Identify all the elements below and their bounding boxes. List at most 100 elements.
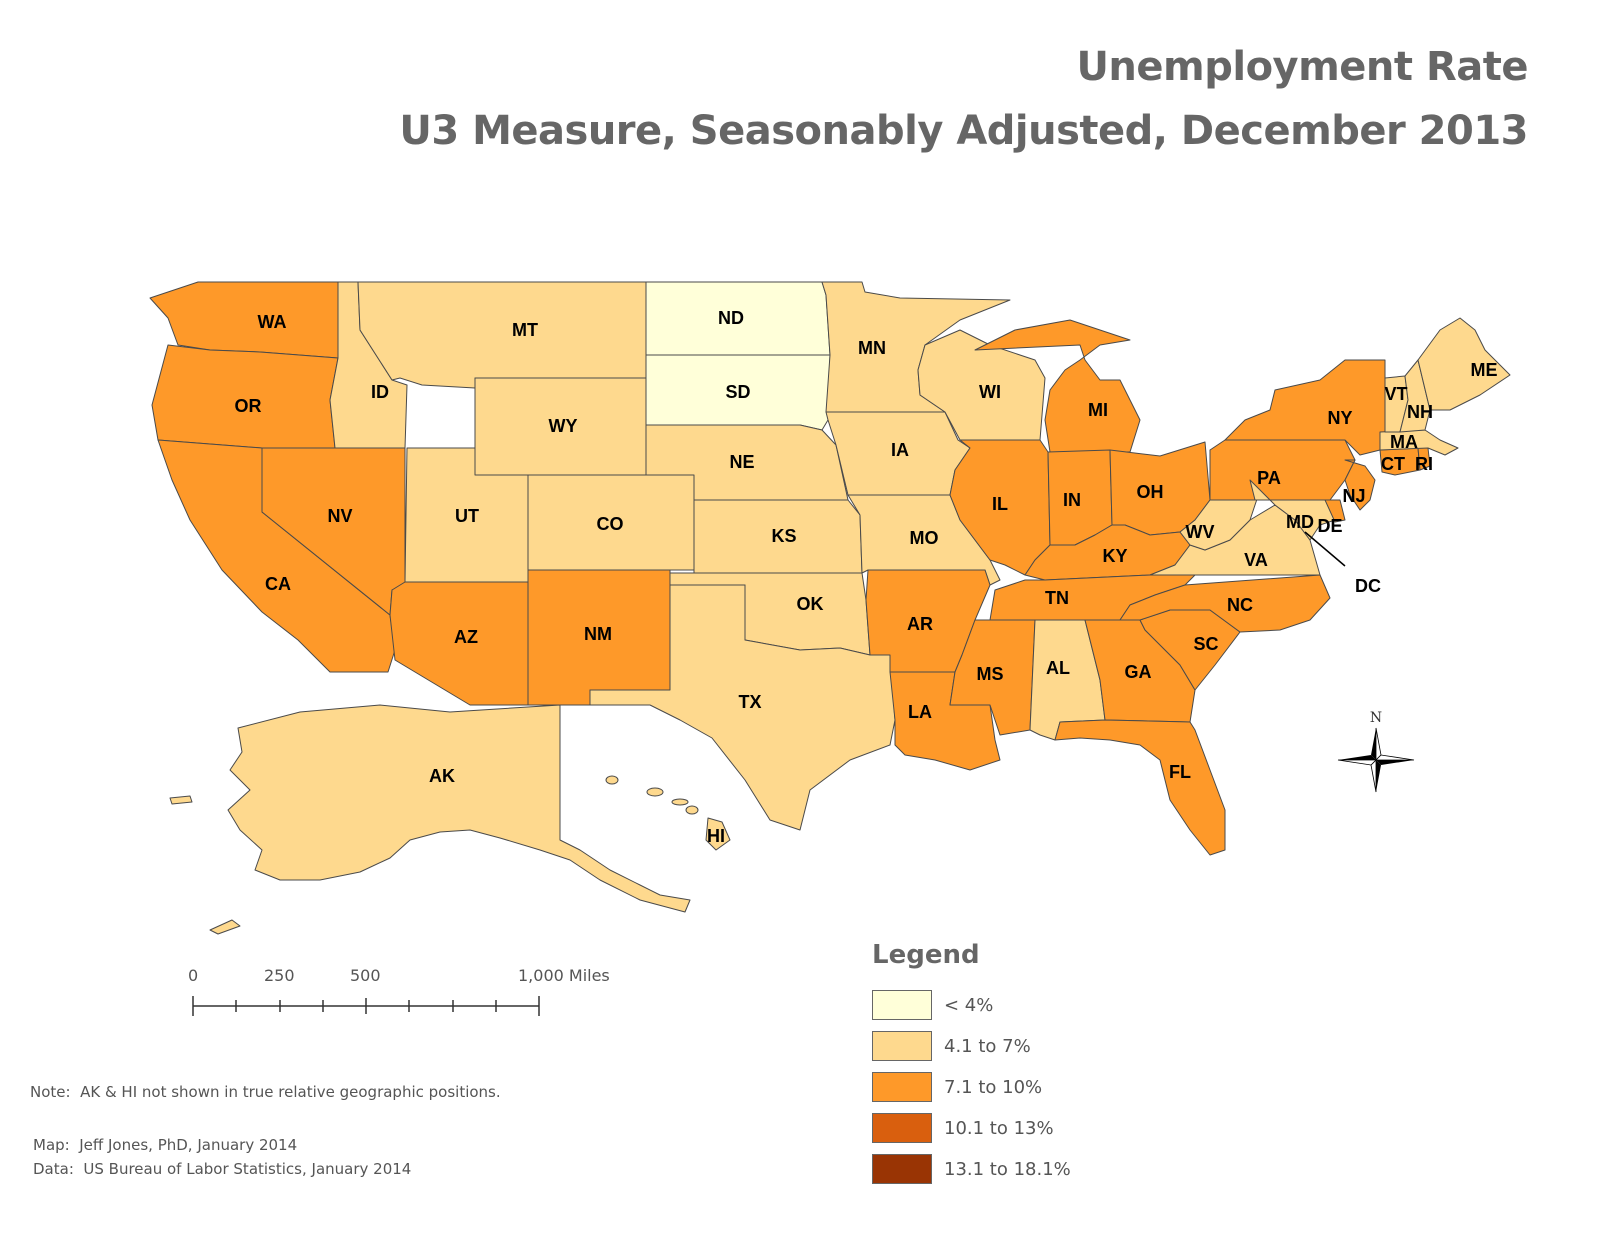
label-AL: AL bbox=[1046, 658, 1070, 678]
legend-label: 10.1 to 13% bbox=[944, 1117, 1054, 1139]
label-OR: OR bbox=[235, 396, 262, 416]
state-VA[interactable] bbox=[1149, 504, 1321, 576]
state-DE[interactable] bbox=[1324, 499, 1346, 523]
label-VA: VA bbox=[1244, 550, 1268, 570]
label-WV: WV bbox=[1186, 522, 1215, 542]
label-MO: MO bbox=[910, 528, 939, 548]
label-MI: MI bbox=[1088, 400, 1108, 420]
dc-leader-line bbox=[1304, 531, 1346, 567]
label-NC: NC bbox=[1227, 595, 1253, 615]
label-TX: TX bbox=[738, 692, 761, 712]
label-CA: CA bbox=[265, 574, 291, 594]
compass-rose: N bbox=[1337, 710, 1415, 793]
label-IL: IL bbox=[992, 494, 1008, 514]
state-HI-island bbox=[685, 805, 699, 815]
label-UT: UT bbox=[455, 506, 479, 526]
compass-north-label: N bbox=[1370, 710, 1382, 726]
state-NJ[interactable] bbox=[1344, 459, 1376, 511]
legend-swatch bbox=[872, 990, 932, 1020]
label-NH: NH bbox=[1407, 402, 1433, 422]
label-IN: IN bbox=[1063, 490, 1081, 510]
state-NY[interactable] bbox=[1224, 359, 1396, 456]
state-MI[interactable] bbox=[974, 319, 1141, 453]
legend-item: 13.1 to 18.1% bbox=[872, 1154, 1071, 1184]
label-RI: RI bbox=[1415, 454, 1433, 474]
label-AK: AK bbox=[429, 766, 455, 786]
label-DC: DC bbox=[1355, 576, 1381, 596]
label-WY: WY bbox=[549, 416, 578, 436]
state-PA[interactable] bbox=[1209, 439, 1356, 501]
legend-label: 4.1 to 7% bbox=[944, 1035, 1031, 1057]
state-AK-island bbox=[169, 795, 193, 805]
legend-label: < 4% bbox=[944, 994, 994, 1016]
state-TX[interactable] bbox=[589, 584, 896, 831]
state-NC[interactable] bbox=[1119, 574, 1331, 633]
state-HI-island bbox=[605, 775, 619, 785]
label-ND: ND bbox=[718, 308, 744, 328]
label-CO: CO bbox=[597, 514, 624, 534]
label-NE: NE bbox=[729, 452, 754, 472]
state-FL[interactable] bbox=[1054, 719, 1226, 856]
legend-swatch bbox=[872, 1072, 932, 1102]
scale-label-0: 0 bbox=[188, 966, 199, 985]
state-ME[interactable] bbox=[1417, 317, 1511, 411]
state-HI-island bbox=[671, 798, 689, 806]
state-AK[interactable] bbox=[227, 704, 691, 913]
state-AK-island bbox=[209, 919, 241, 935]
legend-label: 13.1 to 18.1% bbox=[944, 1158, 1071, 1180]
state-HI-island bbox=[646, 787, 664, 797]
label-LA: LA bbox=[908, 702, 932, 722]
legend-item: 10.1 to 13% bbox=[872, 1113, 1054, 1143]
label-AR: AR bbox=[907, 614, 933, 634]
label-MD: MD bbox=[1286, 512, 1314, 532]
label-KY: KY bbox=[1102, 546, 1127, 566]
label-WA: WA bbox=[258, 312, 287, 332]
label-NJ: NJ bbox=[1342, 486, 1365, 506]
state-HI[interactable] bbox=[705, 817, 731, 851]
label-OK: OK bbox=[797, 594, 824, 614]
label-VT: VT bbox=[1384, 384, 1407, 404]
state-MD[interactable] bbox=[1249, 479, 1336, 541]
state-labels: WA OR CA NV ID MT WY UT CO AZ NM ND SD N… bbox=[235, 308, 1498, 846]
legend-item: 7.1 to 10% bbox=[872, 1072, 1042, 1102]
legend-item: 4.1 to 7% bbox=[872, 1031, 1031, 1061]
label-NV: NV bbox=[327, 506, 352, 526]
label-NY: NY bbox=[1327, 408, 1352, 428]
label-NM: NM bbox=[584, 624, 612, 644]
label-OH: OH bbox=[1137, 482, 1164, 502]
label-WI: WI bbox=[979, 382, 1001, 402]
label-MA: MA bbox=[1390, 432, 1418, 452]
map-subtitle: U3 Measure, Seasonably Adjusted, Decembe… bbox=[399, 108, 1528, 154]
state-WI[interactable] bbox=[917, 329, 1046, 441]
label-SC: SC bbox=[1193, 634, 1218, 654]
label-MN: MN bbox=[858, 338, 886, 358]
map-note: Note: AK & HI not shown in true relative… bbox=[30, 1083, 501, 1101]
label-GA: GA bbox=[1125, 662, 1152, 682]
state-MA[interactable] bbox=[1379, 429, 1459, 456]
legend-title: Legend bbox=[872, 940, 980, 970]
label-MS: MS bbox=[977, 664, 1004, 684]
map-title: Unemployment Rate bbox=[1076, 44, 1528, 90]
data-credit: Data: US Bureau of Labor Statistics, Jan… bbox=[33, 1160, 412, 1178]
legend-item: < 4% bbox=[872, 990, 993, 1020]
legend-label: 7.1 to 10% bbox=[944, 1076, 1043, 1098]
scale-bar bbox=[192, 996, 540, 1016]
label-PA: PA bbox=[1257, 468, 1281, 488]
scale-label-500: 500 bbox=[350, 966, 381, 985]
legend-swatch bbox=[872, 1031, 932, 1061]
state-MT[interactable] bbox=[357, 281, 647, 389]
label-HI: HI bbox=[707, 826, 725, 846]
label-FL: FL bbox=[1169, 762, 1191, 782]
label-MT: MT bbox=[512, 320, 538, 340]
label-ID: ID bbox=[371, 382, 389, 402]
legend-swatch bbox=[872, 1154, 932, 1184]
label-TN: TN bbox=[1045, 588, 1069, 608]
label-CT: CT bbox=[1381, 454, 1405, 474]
label-AZ: AZ bbox=[454, 627, 478, 647]
label-IA: IA bbox=[891, 440, 909, 460]
label-DE: DE bbox=[1317, 516, 1342, 536]
legend-swatch bbox=[872, 1113, 932, 1143]
label-SD: SD bbox=[725, 382, 750, 402]
scale-label-250: 250 bbox=[264, 966, 295, 985]
